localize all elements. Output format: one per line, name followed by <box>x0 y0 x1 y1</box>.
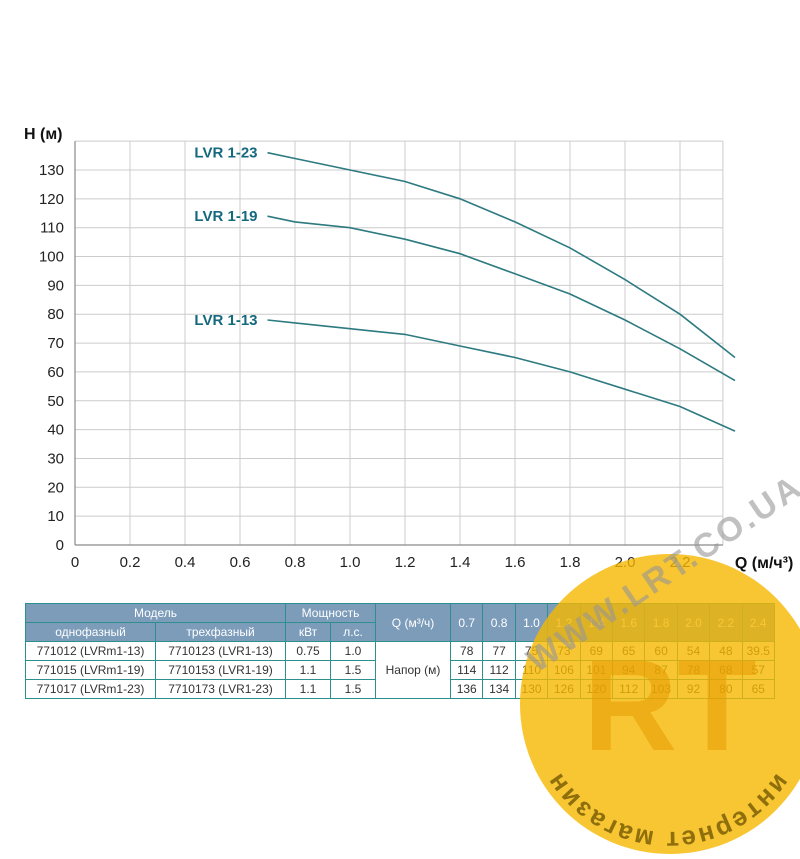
model-single-phase: 771012 (LVRm1-13) <box>25 641 156 661</box>
y-tick-label: 30 <box>47 450 64 467</box>
col-header-power: Мощность <box>285 603 377 623</box>
head-value: 112 <box>482 660 516 680</box>
pump-curves-chart: 00.20.40.60.81.01.21.41.61.82.02.2010203… <box>24 126 793 572</box>
x-tick-label: 0 <box>71 554 79 571</box>
head-value: 78 <box>450 641 484 661</box>
model-three-phase: 7710153 (LVR1-19) <box>154 660 287 680</box>
power-hp: 1.5 <box>330 679 377 699</box>
logo-circle <box>520 554 800 854</box>
y-tick-label: 90 <box>47 277 64 294</box>
table-header-row-2: однофазный трехфазный кВт л.с. <box>25 622 775 642</box>
pump-curve-lvr-1-13 <box>267 319 736 432</box>
curve-label: LVR 1-23 <box>194 145 257 162</box>
y-tick-label: 70 <box>47 335 64 352</box>
x-tick-label: 0.8 <box>285 554 306 571</box>
logo-monogram-text: RT <box>583 632 756 778</box>
y-tick-label: 60 <box>47 364 64 381</box>
y-tick-label: 50 <box>47 393 64 410</box>
x-tick-label: 0.2 <box>120 554 141 571</box>
col-header-model: Модель <box>24 603 287 623</box>
y-tick-label: 110 <box>40 220 64 237</box>
x-tick-label: 1.6 <box>505 554 526 571</box>
col-header-q-0.7: 0.7 <box>450 603 484 642</box>
curve-label: LVR 1-13 <box>194 312 257 329</box>
curve-label: LVR 1-19 <box>194 208 257 225</box>
model-single-phase: 771017 (LVRm1-23) <box>25 679 156 699</box>
pump-curve-lvr-1-23 <box>267 151 736 359</box>
y-tick-label: 120 <box>39 191 64 208</box>
x-tick-label: 1.4 <box>450 554 471 571</box>
col-header-three-phase: трехфазный <box>154 622 287 642</box>
power-kw: 0.75 <box>285 641 332 661</box>
x-tick-label: 1.8 <box>560 554 581 571</box>
y-tick-label: 40 <box>47 422 64 439</box>
power-hp: 1.0 <box>330 641 377 661</box>
power-kw: 1.1 <box>285 679 332 699</box>
head-value: 136 <box>450 679 484 699</box>
x-axis-title: Q (м/ч³) <box>735 555 793 572</box>
x-tick-label: 1.0 <box>340 554 361 571</box>
x-tick-label: 0.4 <box>175 554 196 571</box>
y-tick-label: 20 <box>47 479 64 496</box>
model-three-phase: 7710123 (LVR1-13) <box>154 641 287 661</box>
col-header-q: Q (м³/ч) <box>375 603 452 642</box>
y-tick-label: 130 <box>39 162 64 179</box>
col-header-kw: кВт <box>285 622 332 642</box>
y-axis-title: H (м) <box>24 126 63 143</box>
y-tick-label: 0 <box>56 537 64 554</box>
power-kw: 1.1 <box>285 660 332 680</box>
power-hp: 1.5 <box>330 660 377 680</box>
col-header-hp: л.с. <box>330 622 377 642</box>
y-tick-label: 100 <box>39 249 64 266</box>
x-tick-label: 0.6 <box>230 554 251 571</box>
col-header-single-phase: однофазный <box>25 622 156 642</box>
head-value: 77 <box>482 641 516 661</box>
head-value: 114 <box>450 660 484 680</box>
pump-curve-lvr-1-19 <box>267 215 736 382</box>
napor-label: Напор (м) <box>375 641 452 699</box>
model-three-phase: 7710173 (LVR1-23) <box>154 679 287 699</box>
col-header-q-0.8: 0.8 <box>482 603 516 642</box>
head-value: 134 <box>482 679 516 699</box>
model-single-phase: 771015 (LVRm1-19) <box>25 660 156 680</box>
x-tick-label: 1.2 <box>395 554 416 571</box>
y-tick-label: 80 <box>47 306 64 323</box>
y-tick-label: 10 <box>47 508 64 525</box>
